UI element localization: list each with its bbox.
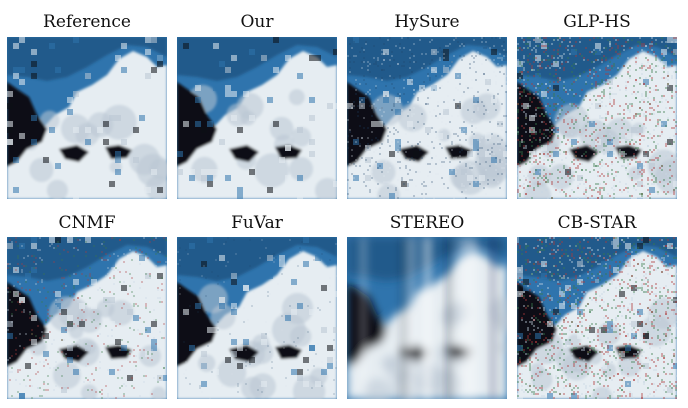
panel-image-our: [177, 37, 337, 199]
panel-image-cnmf: [7, 237, 167, 399]
panel-label-fuvar: FuVar: [231, 213, 283, 233]
panel-label-reference: Reference: [43, 12, 131, 32]
satellite-image: [347, 237, 507, 399]
satellite-image: [7, 237, 167, 399]
satellite-image: [7, 37, 167, 199]
panel-image-hysure: [347, 37, 507, 199]
satellite-image: [177, 237, 337, 399]
panel-image-glp-hs: [517, 37, 677, 199]
panel-image-fuvar: [177, 237, 337, 399]
panel-label-cnmf: CNMF: [58, 213, 116, 233]
satellite-image: [517, 237, 677, 399]
panel-label-hysure: HySure: [394, 12, 460, 32]
panel-image-cb-star: [517, 237, 677, 399]
panel-label-glp-hs: GLP-HS: [563, 12, 631, 32]
panel-label-our: Our: [240, 12, 274, 32]
panel-image-reference: [7, 37, 167, 199]
satellite-image: [347, 37, 507, 199]
satellite-image: [177, 37, 337, 199]
satellite-image: [517, 37, 677, 199]
panel-label-cb-star: CB-STAR: [557, 213, 637, 233]
panel-label-stereo: STEREO: [389, 213, 465, 233]
panel-image-stereo: [347, 237, 507, 399]
